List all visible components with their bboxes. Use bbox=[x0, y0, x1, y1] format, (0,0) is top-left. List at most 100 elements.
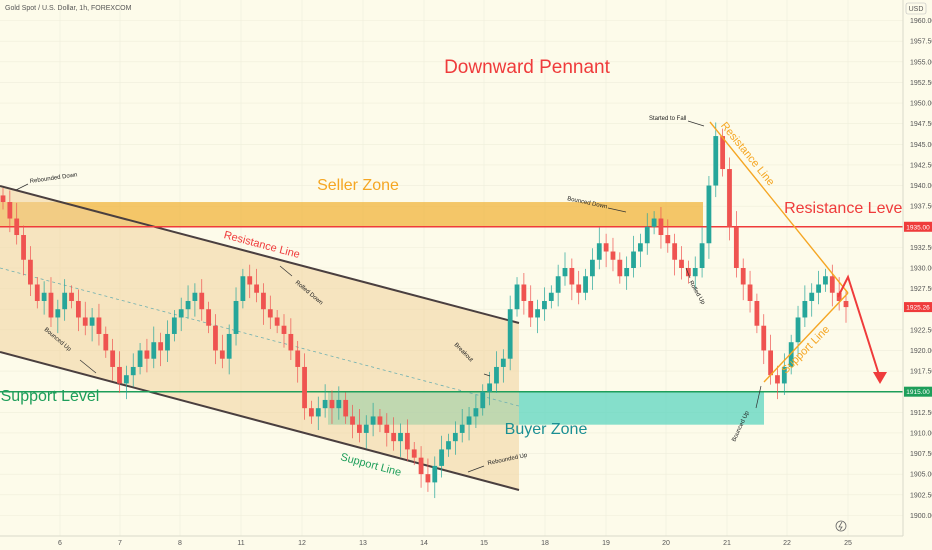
candle-body bbox=[398, 432, 403, 442]
candle-body bbox=[720, 136, 726, 170]
candle-body bbox=[603, 243, 609, 252]
resistance-level-label: Resistance Level bbox=[784, 200, 906, 217]
candle-body bbox=[404, 432, 410, 450]
y-tick-label: 1932.50 bbox=[910, 245, 932, 252]
candle-body bbox=[28, 259, 33, 285]
x-tick-label: 21 bbox=[723, 540, 731, 547]
price-tag bbox=[904, 302, 932, 313]
x-tick-label: 8 bbox=[178, 540, 182, 547]
candle-body bbox=[151, 342, 157, 359]
candle-body bbox=[665, 235, 671, 244]
annotation-arrow bbox=[685, 267, 691, 279]
candle bbox=[247, 264, 253, 299]
candle-body bbox=[295, 350, 301, 367]
candle-body bbox=[610, 251, 616, 260]
candle bbox=[69, 285, 74, 309]
candle-body bbox=[843, 300, 849, 308]
candle bbox=[583, 268, 588, 301]
candle bbox=[82, 301, 88, 336]
candle bbox=[185, 285, 191, 319]
candle bbox=[117, 351, 122, 393]
candle-body bbox=[740, 268, 746, 285]
candle bbox=[62, 279, 68, 321]
x-tick-label: 20 bbox=[662, 540, 670, 547]
currency-button[interactable] bbox=[905, 2, 927, 15]
candle-body bbox=[165, 333, 170, 351]
candle-body bbox=[14, 218, 20, 236]
candle-body bbox=[281, 325, 287, 334]
y-tick-label: 1905.00 bbox=[910, 472, 932, 479]
y-tick-label: 1922.50 bbox=[910, 327, 932, 334]
candle bbox=[576, 270, 582, 305]
candle bbox=[473, 394, 479, 428]
candle-body bbox=[288, 333, 294, 351]
candle bbox=[658, 206, 664, 249]
candle-body bbox=[370, 416, 376, 425]
candle-body bbox=[713, 136, 719, 186]
candle bbox=[144, 338, 150, 373]
candle bbox=[446, 433, 451, 457]
candle bbox=[254, 268, 259, 303]
candle bbox=[706, 176, 712, 259]
y-tick-label: 1942.50 bbox=[910, 162, 932, 169]
candle-body bbox=[329, 399, 335, 409]
candle-body bbox=[809, 292, 815, 301]
candle bbox=[500, 349, 506, 383]
lightning-icon[interactable] bbox=[835, 520, 847, 532]
candle bbox=[514, 277, 520, 317]
candle-body bbox=[55, 309, 61, 318]
candle-body bbox=[123, 375, 129, 384]
y-tick-label: 1930.00 bbox=[910, 266, 932, 273]
y-tick-label: 1900.00 bbox=[910, 513, 932, 520]
candle bbox=[713, 122, 719, 198]
candle bbox=[610, 237, 616, 272]
candle-body bbox=[500, 358, 506, 367]
candle bbox=[555, 264, 561, 307]
candle-body bbox=[555, 276, 561, 293]
candle bbox=[110, 338, 116, 381]
y-tick-label: 1937.50 bbox=[910, 204, 932, 211]
annotation-label: Started to Fall bbox=[649, 116, 686, 122]
buyer-zone-label: Buyer Zone bbox=[505, 421, 588, 438]
annotation-arrow bbox=[483, 373, 491, 377]
candle-body bbox=[185, 300, 191, 310]
candle bbox=[843, 291, 849, 323]
candle-body bbox=[617, 259, 623, 277]
candles bbox=[0, 122, 849, 499]
candle bbox=[644, 213, 650, 255]
candle bbox=[788, 334, 794, 375]
candle-body bbox=[761, 325, 767, 351]
candle bbox=[418, 446, 424, 488]
candle-body bbox=[48, 292, 54, 318]
candle bbox=[192, 283, 198, 317]
annotation-arrow bbox=[607, 207, 627, 213]
x-tick-label: 18 bbox=[541, 540, 549, 547]
candle-body bbox=[178, 309, 184, 318]
x-tick-label: 25 bbox=[844, 540, 852, 547]
candle-body bbox=[432, 465, 438, 483]
candle bbox=[823, 268, 828, 292]
price-axis-bg bbox=[903, 0, 932, 550]
candle-body bbox=[651, 218, 657, 227]
channel-fill bbox=[0, 186, 519, 490]
candle-body bbox=[795, 317, 801, 343]
candle-body bbox=[733, 226, 739, 268]
candle bbox=[699, 227, 705, 278]
candle bbox=[692, 256, 698, 290]
candle bbox=[75, 289, 81, 332]
candle bbox=[137, 343, 143, 375]
candle-body bbox=[82, 317, 88, 326]
candle bbox=[377, 409, 383, 433]
candle bbox=[96, 303, 102, 346]
candle-body bbox=[411, 449, 417, 458]
candle-body bbox=[267, 309, 273, 318]
candle-body bbox=[528, 300, 534, 318]
channel-resistance-line bbox=[0, 185, 520, 324]
candle bbox=[309, 400, 314, 424]
candle-body bbox=[672, 243, 678, 260]
candle bbox=[206, 301, 212, 334]
candle bbox=[14, 202, 20, 245]
y-tick-label: 1912.50 bbox=[910, 410, 932, 417]
candle-body bbox=[322, 399, 328, 409]
